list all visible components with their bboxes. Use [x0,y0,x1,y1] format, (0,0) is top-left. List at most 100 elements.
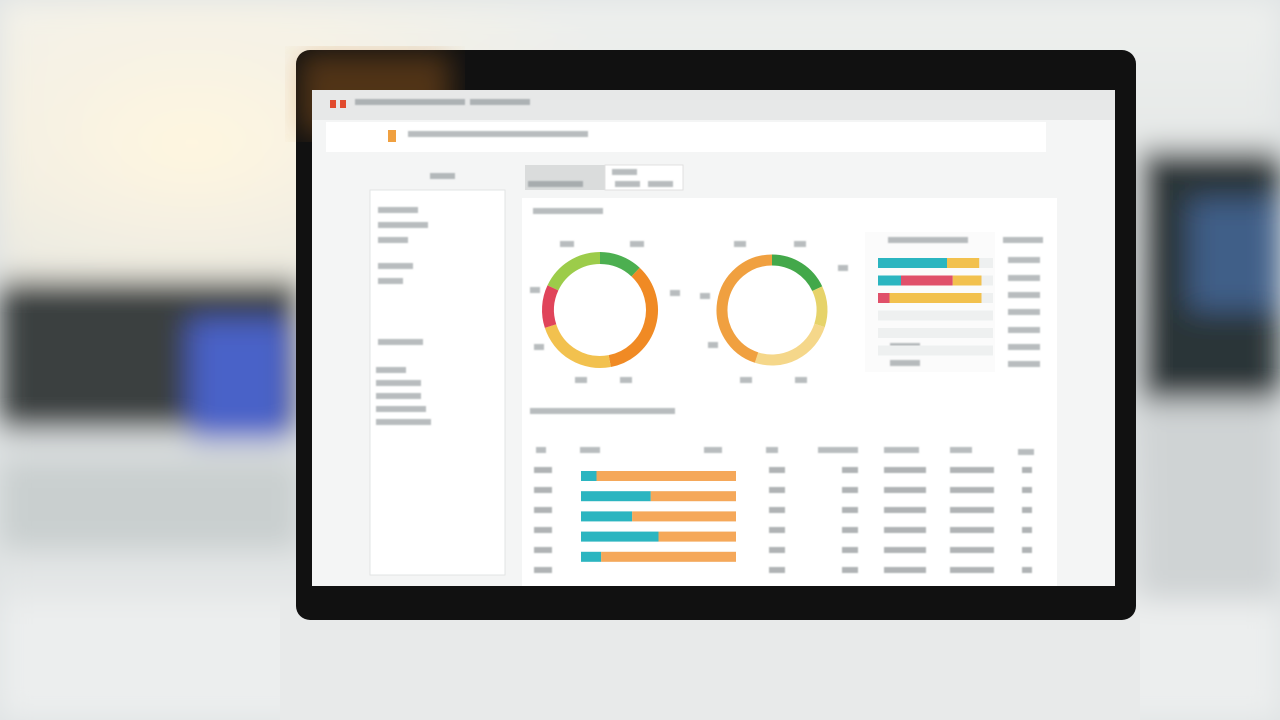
text-blur [378,278,403,284]
text-blur [530,408,675,414]
text-blur [1022,547,1032,553]
text-blur [534,487,552,493]
donut-segment [812,286,828,328]
text-blur [769,567,785,573]
bar-segment [878,293,890,303]
bar-segment [650,491,736,502]
text-blur [533,208,603,214]
text-blur [1008,309,1040,315]
text-blur [842,507,858,513]
text-blur [795,377,807,383]
text-blur [740,377,752,383]
text-blur [612,169,637,175]
bar-segment [632,511,736,522]
donut-segment [547,252,601,291]
text-blur [670,290,680,296]
text-blur [766,447,778,453]
text-blur [708,342,718,348]
text-blur [734,241,746,247]
text-blur [818,447,858,453]
text-blur [769,507,785,513]
text-blur [378,222,428,228]
text-blur [884,567,926,573]
bar-segment [581,531,659,542]
text-blur [842,547,858,553]
text-blur [470,99,530,105]
donut-segment [542,285,559,328]
text-blur [1022,527,1032,533]
text-blur [842,467,858,473]
text-blur [376,380,421,386]
text-blur [884,507,926,513]
text-blur [884,467,926,473]
bar-segment [581,471,597,481]
donut-segment [771,254,823,292]
text-blur [1008,257,1040,263]
bar-segment [601,551,736,562]
bar-segment [581,491,651,502]
text-blur [430,173,455,179]
text-blur [842,527,858,533]
bar-segment [952,275,982,286]
bar-track [878,328,993,338]
text-blur [630,241,644,247]
text-blur [884,527,926,533]
text-blur [355,99,465,105]
text-blur [769,527,785,533]
bar-track [878,310,993,321]
text-blur [950,447,972,453]
text-blur [769,467,785,473]
bar-segment [581,551,602,562]
text-blur [950,487,994,493]
bar-segment [658,531,736,542]
donut-segment [599,252,640,277]
text-blur [376,419,431,425]
text-blur [1022,507,1032,513]
text-blur [530,287,540,293]
text-blur [1008,361,1040,367]
text-blur [536,447,546,453]
text-blur [580,447,600,453]
text-blur [575,377,587,383]
text-blur [890,360,920,366]
text-blur [620,377,632,383]
text-blur [704,447,722,453]
text-blur [700,293,710,299]
text-blur [648,181,673,187]
text-blur [534,344,544,350]
text-blur [376,406,426,412]
text-blur [884,447,919,453]
text-blur [1022,467,1032,473]
text-blur [534,527,552,533]
text-blur [950,507,994,513]
text-blur [378,339,423,345]
text-blur [534,547,552,553]
bar-segment [901,275,953,286]
text-blur [615,181,640,187]
bar-segment [878,275,901,286]
donut-segment [716,254,773,363]
text-blur [376,367,406,373]
bar-segment [596,471,736,481]
charts [542,252,993,562]
bar-segment [581,511,633,522]
text-blur [842,567,858,573]
text-blur [528,181,583,187]
text-blur [1008,292,1040,298]
text-blur [534,567,552,573]
text-blur [842,487,858,493]
bar-segment [889,293,982,303]
bar-track [878,345,993,356]
text-blur [769,487,785,493]
text-blur [950,547,994,553]
donut-segment [608,267,658,367]
text-blur [560,241,574,247]
text-blur [950,567,994,573]
bar-segment [947,258,980,268]
text-blur [769,547,785,553]
text-blur [534,507,552,513]
text-blur [1018,449,1034,455]
text-blur [838,265,848,271]
